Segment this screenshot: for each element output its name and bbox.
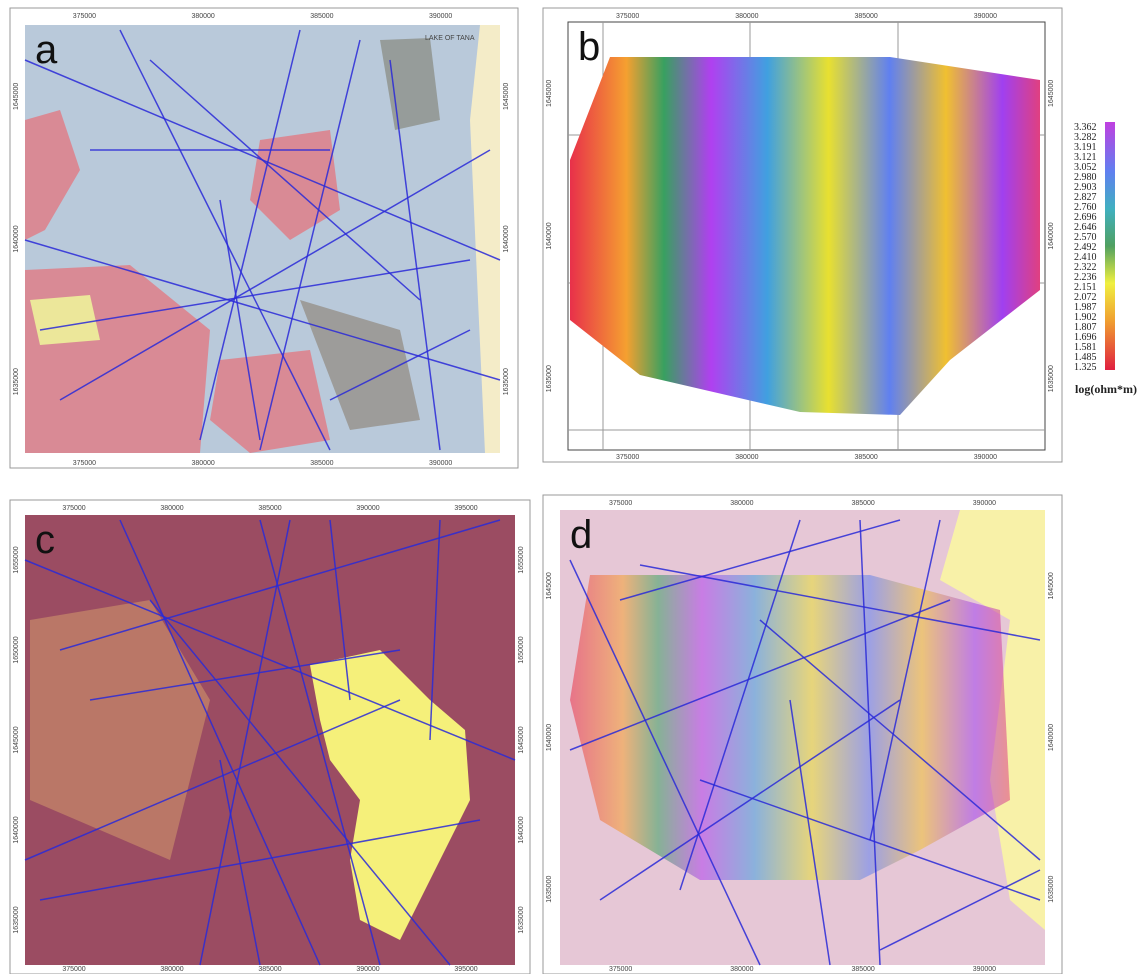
colorbar xyxy=(1105,122,1115,370)
y-tick-label: 1640000 xyxy=(518,816,525,843)
y-tick-label: 1640000 xyxy=(546,724,553,751)
y-tick-label: 1640000 xyxy=(503,225,510,252)
panel-d xyxy=(543,495,1062,974)
colorbar-label: 1.325 xyxy=(1074,362,1097,373)
x-tick-label: 390000 xyxy=(974,454,997,461)
panel-label: b xyxy=(578,25,600,69)
x-tick-label: 395000 xyxy=(454,966,477,973)
x-tick-label: 375000 xyxy=(616,13,639,20)
panel-a xyxy=(10,8,518,468)
y-tick-label: 1640000 xyxy=(13,225,20,252)
panel-label: c xyxy=(35,518,55,562)
x-tick-label: 385000 xyxy=(851,966,874,973)
y-tick-label: 1645000 xyxy=(546,572,553,599)
x-tick-label: 385000 xyxy=(258,966,281,973)
x-tick-label: 390000 xyxy=(973,966,996,973)
y-tick-label: 1635000 xyxy=(13,368,20,395)
y-tick-label: 1640000 xyxy=(546,222,553,249)
x-tick-label: 390000 xyxy=(973,500,996,507)
x-tick-label: 385000 xyxy=(310,13,333,20)
x-tick-label: 375000 xyxy=(609,500,632,507)
y-tick-label: 1655000 xyxy=(13,546,20,573)
x-tick-label: 385000 xyxy=(854,454,877,461)
y-tick-label: 1645000 xyxy=(1048,572,1055,599)
y-tick-label: 1650000 xyxy=(518,636,525,663)
y-tick-label: 1635000 xyxy=(503,368,510,395)
x-tick-label: 375000 xyxy=(62,505,85,512)
y-tick-label: 1640000 xyxy=(1048,222,1055,249)
panel-b xyxy=(543,8,1062,462)
y-tick-label: 1640000 xyxy=(13,816,20,843)
x-tick-label: 385000 xyxy=(310,460,333,467)
map-label: LAKE OF TANA xyxy=(425,35,475,42)
x-tick-label: 390000 xyxy=(974,13,997,20)
x-tick-label: 380000 xyxy=(160,505,183,512)
y-tick-label: 1635000 xyxy=(1048,875,1055,902)
x-tick-label: 385000 xyxy=(258,505,281,512)
y-tick-label: 1645000 xyxy=(1048,80,1055,107)
panel-c xyxy=(10,500,530,974)
y-tick-label: 1645000 xyxy=(13,83,20,110)
x-tick-label: 380000 xyxy=(735,13,758,20)
x-tick-label: 380000 xyxy=(735,454,758,461)
y-tick-label: 1635000 xyxy=(546,365,553,392)
x-tick-label: 390000 xyxy=(429,460,452,467)
x-tick-label: 375000 xyxy=(73,460,96,467)
unit xyxy=(30,295,100,345)
y-tick-label: 1655000 xyxy=(518,546,525,573)
y-tick-label: 1635000 xyxy=(1048,365,1055,392)
x-tick-label: 395000 xyxy=(454,505,477,512)
x-tick-label: 375000 xyxy=(62,966,85,973)
x-tick-label: 380000 xyxy=(160,966,183,973)
colorbar-unit: log(ohm*m) xyxy=(1075,382,1137,396)
x-tick-label: 390000 xyxy=(356,505,379,512)
resistivity-overlay xyxy=(570,575,1010,880)
x-tick-label: 380000 xyxy=(191,460,214,467)
y-tick-label: 1645000 xyxy=(518,726,525,753)
y-tick-label: 1635000 xyxy=(546,875,553,902)
y-tick-label: 1645000 xyxy=(503,83,510,110)
x-tick-label: 380000 xyxy=(730,500,753,507)
x-tick-label: 375000 xyxy=(609,966,632,973)
y-tick-label: 1640000 xyxy=(1048,724,1055,751)
x-tick-label: 385000 xyxy=(851,500,874,507)
y-tick-label: 1635000 xyxy=(518,906,525,933)
x-tick-label: 385000 xyxy=(854,13,877,20)
y-tick-label: 1645000 xyxy=(546,80,553,107)
x-tick-label: 375000 xyxy=(616,454,639,461)
x-tick-label: 380000 xyxy=(730,966,753,973)
y-tick-label: 1650000 xyxy=(13,636,20,663)
y-tick-label: 1645000 xyxy=(13,726,20,753)
panel-label: d xyxy=(570,513,592,557)
panel-label: a xyxy=(35,28,58,72)
y-tick-label: 1635000 xyxy=(13,906,20,933)
x-tick-label: 390000 xyxy=(356,966,379,973)
x-tick-label: 375000 xyxy=(73,13,96,20)
x-tick-label: 390000 xyxy=(429,13,452,20)
figure: log(ohm*m) a LAKE OF TANA 375000 380000 3850… xyxy=(0,0,1142,974)
x-tick-label: 380000 xyxy=(191,13,214,20)
